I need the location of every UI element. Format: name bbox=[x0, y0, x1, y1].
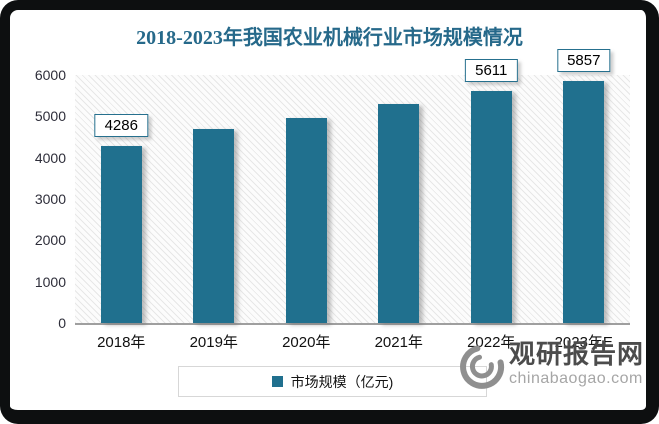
x-axis-label: 2018年 bbox=[97, 334, 146, 351]
x-axis-label: 2020年 bbox=[282, 334, 331, 351]
watermark-site: chinabaogao.com bbox=[509, 370, 643, 387]
legend: 市场规模（亿元) bbox=[178, 366, 487, 397]
watermark-text: 观研报告网 chinabaogao.com bbox=[509, 338, 644, 387]
y-axis-tick-label: 5000 bbox=[34, 108, 66, 125]
bar bbox=[100, 145, 142, 323]
y-axis-tick-label: 3000 bbox=[34, 191, 66, 207]
legend-label: 市场规模（亿元) bbox=[290, 373, 394, 390]
bar bbox=[470, 91, 512, 323]
y-axis-tick-label: 1000 bbox=[34, 273, 66, 290]
y-axis-tick-label: 4000 bbox=[34, 149, 66, 166]
bar bbox=[285, 118, 327, 323]
bar bbox=[193, 128, 235, 323]
x-axis-label: 2019年 bbox=[189, 334, 238, 351]
bar bbox=[563, 80, 605, 323]
bar bbox=[378, 103, 420, 323]
x-axis-label: 2023年E bbox=[554, 334, 613, 351]
y-axis-tick-label: 6000 bbox=[34, 67, 66, 83]
legend-marker-swatch bbox=[271, 376, 283, 387]
bar-value-label: 5611 bbox=[465, 59, 518, 83]
watermark-eye-logo-icon bbox=[458, 343, 506, 396]
bar-value-label: 4286 bbox=[94, 113, 148, 137]
plot-area bbox=[75, 75, 630, 325]
bar-value-label: 5857 bbox=[557, 48, 611, 72]
y-axis-tick-label: 0 bbox=[58, 315, 66, 331]
y-axis-tick-label: 2000 bbox=[34, 232, 66, 249]
watermark-name: 观研报告网 bbox=[509, 339, 645, 369]
x-axis-label: 2021年 bbox=[374, 334, 423, 351]
chart-title: 2018-2023年我国农业机械行业市场规模情况 bbox=[136, 27, 523, 49]
watermark: 观研报告网 chinabaogao.com bbox=[458, 338, 644, 396]
